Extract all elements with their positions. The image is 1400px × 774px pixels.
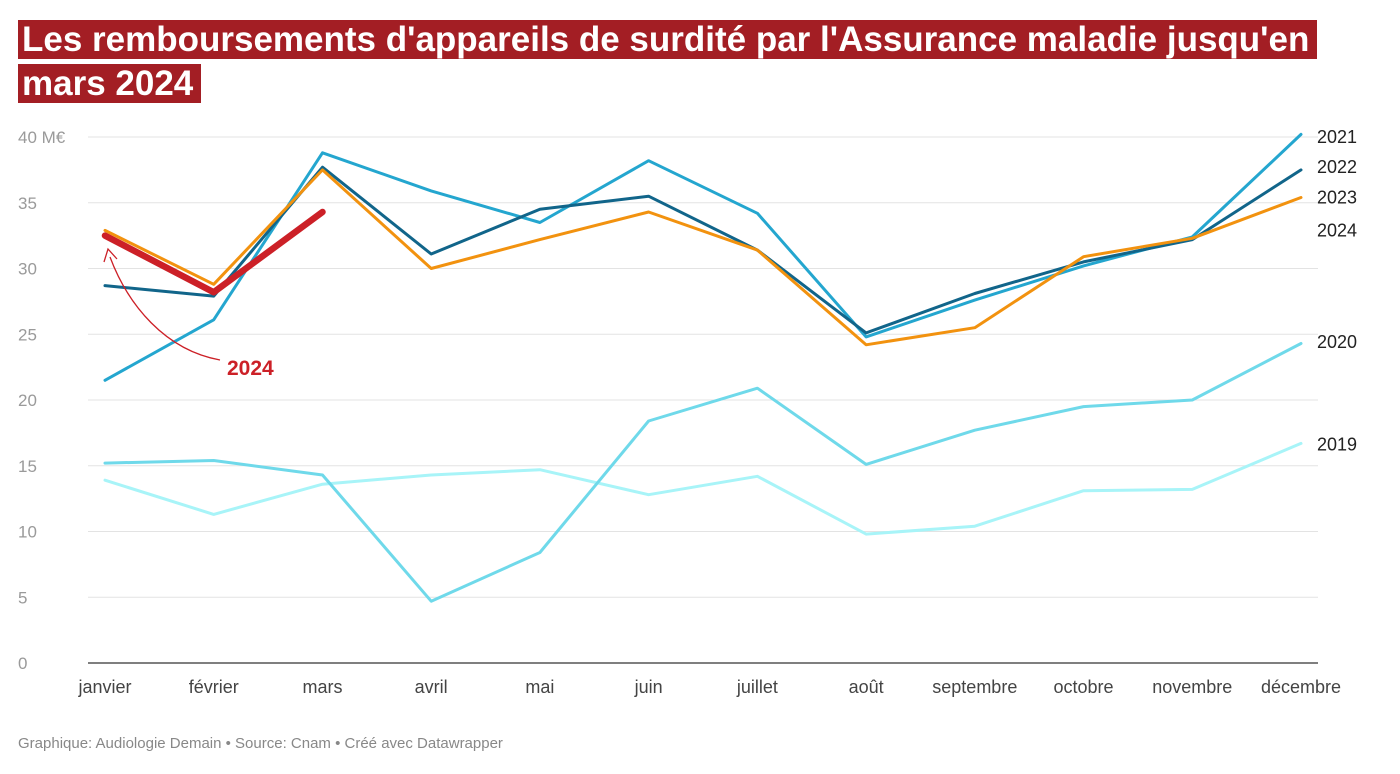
gridlines: [88, 136, 1318, 598]
series-lines: [101, 132, 1303, 603]
series-label-2019: 2019: [1317, 435, 1357, 455]
annotation-label: 2024: [227, 357, 274, 380]
series-label-2021: 2021: [1317, 127, 1357, 147]
y-tick-label: 40 M€: [18, 128, 66, 147]
annotation-2024: 2024: [103, 247, 274, 380]
x-tick-label: juin: [634, 677, 663, 697]
x-tick-label: décembre: [1261, 677, 1341, 697]
x-tick-label: mars: [302, 677, 342, 697]
series-line-2019: [103, 441, 1303, 536]
y-tick-label: 25: [18, 325, 37, 344]
x-tick-label: juillet: [736, 677, 778, 697]
y-tick-label: 20: [18, 391, 37, 410]
x-tick-label: mai: [525, 677, 554, 697]
series-line-2023: [103, 168, 1303, 347]
annotation-arrow: [109, 256, 221, 361]
y-tick-label: 35: [18, 194, 37, 213]
y-tick-label: 0: [18, 654, 27, 673]
series-line-2021: [103, 132, 1303, 382]
series-label-2022: 2022: [1317, 157, 1357, 177]
annotation-arrowhead: [103, 247, 118, 263]
series-label-2024: 2024: [1317, 220, 1357, 240]
x-tick-label: octobre: [1054, 677, 1114, 697]
x-tick-label: janvier: [77, 677, 131, 697]
y-tick-label: 5: [18, 588, 27, 607]
x-tick-label: février: [189, 677, 239, 697]
y-tick-label: 30: [18, 260, 37, 279]
x-tick-label: novembre: [1152, 677, 1232, 697]
y-tick-label: 10: [18, 523, 37, 542]
x-tick-label: septembre: [932, 677, 1017, 697]
x-tick-label: août: [849, 677, 884, 697]
chart-footer: Graphique: Audiologie Demain • Source: C…: [18, 735, 503, 752]
x-axis: janvier février mars avril mai juin juillet aoû…: [77, 662, 1341, 697]
y-tick-label: 15: [18, 457, 37, 476]
x-tick-label: avril: [415, 677, 448, 697]
series-line-2020: [103, 342, 1303, 603]
series-line-2024: [101, 208, 326, 296]
series-label-2020: 2020: [1317, 332, 1357, 352]
chart-title-box: Les remboursements d'appareils de surdit…: [18, 18, 1358, 106]
series-label-2023: 2023: [1317, 187, 1357, 207]
y-axis-tick-labels: 0 5 10 15 20 25 30 35 40 M€: [18, 128, 66, 673]
series-labels: 2021 2022 2023 2024 2020 2019: [1317, 127, 1357, 455]
